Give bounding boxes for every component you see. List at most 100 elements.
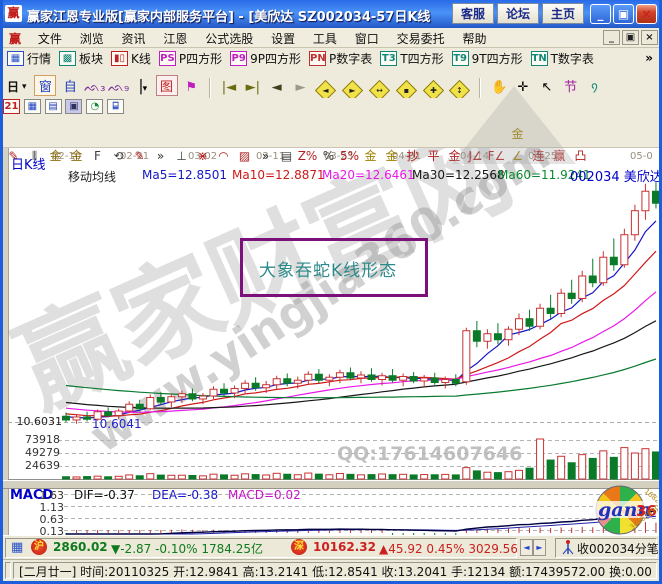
close-button[interactable]: × [636,4,657,24]
candle-style-button[interactable]: ⎥▾ [136,80,148,95]
volume-bar [346,473,355,480]
draw-tool-icon[interactable]: 金∠ [511,127,524,163]
prev-icon[interactable]: ◄ [271,80,282,95]
pane-separator[interactable] [0,480,662,489]
menu-formula[interactable]: 公式选股 [205,32,254,46]
period-select-button[interactable]: 日 ▾ [7,80,27,94]
calculator-icon[interactable]: ▦ [23,99,41,114]
toolbar-item-0[interactable]: ▦ 行情 [4,49,54,68]
draw-tool-icon[interactable]: 连 [532,149,545,163]
draw-tool-icon[interactable]: F [94,149,101,163]
menu-browse[interactable]: 浏览 [79,32,104,46]
draw-tool-icon[interactable]: % [322,149,335,163]
toolbar-item-2[interactable]: ▮▯ K线 [108,49,154,68]
toolbar-item-icon: ▮▯ [111,51,129,66]
save-icon[interactable]: ▣ [65,99,83,114]
wave9-icon[interactable]: ᨒ₉ [107,80,130,95]
draw-tool-icon[interactable]: ✎ [134,149,145,163]
draw-tool-icon[interactable]: Z% [297,149,318,163]
candle [135,403,144,410]
annotation-text: 大象吞蛇K线形态 [259,261,398,281]
left-scrollbar[interactable] [0,148,9,536]
draw-tool-icon[interactable]: F∠ [487,149,506,163]
volume-bar [356,474,365,480]
menu-gann[interactable]: 江恩 [163,32,188,46]
menu-file[interactable]: 文件 [37,32,62,46]
spiral-icon[interactable]: ᠀ [590,80,598,95]
draw-tool-icon[interactable]: 5% [339,149,360,163]
sh-index: 2860.02 [53,540,108,554]
menu-help[interactable]: 帮助 [462,32,487,46]
draw-tool-icon[interactable]: » [156,149,165,163]
candle [630,210,639,236]
toolbar-item-6[interactable]: T3 T四方形 [377,49,446,68]
chart-window-icon[interactable]: 窗 [34,75,57,96]
volume-bar [451,474,460,480]
candle [515,318,524,330]
draw-tool-icon[interactable]: ⊥ [176,149,187,163]
menu-tools[interactable]: 工具 [312,32,337,46]
first-page-icon[interactable]: |◄ [221,80,237,95]
spin-right-button[interactable]: ► [533,539,546,556]
mdi-close-button[interactable]: × [641,30,658,45]
toolbar-item-5[interactable]: PN P数字表 [306,49,375,68]
hand-tool-icon[interactable]: ✋ [491,80,508,95]
info-panel-icon[interactable]: 自 [63,80,77,95]
menu-window[interactable]: 窗口 [354,32,379,46]
maximize-button[interactable]: ▣ [613,4,634,24]
draw-tool-icon[interactable]: J∠ [468,149,483,163]
quote-grid-icon[interactable]: ▦ [11,540,24,555]
last-page-icon[interactable]: ►| [245,80,261,95]
toolbar1-overflow-icon[interactable]: » [645,51,653,65]
zhuye-button[interactable]: 主页 [542,3,584,24]
draw-tool-icon[interactable]: ✎ [8,149,19,163]
festival-icon[interactable]: 节 [564,80,578,95]
calendar-icon[interactable]: 21 [3,99,20,114]
draw-tool-icon[interactable]: ⫴ [31,149,38,163]
toolbar-item-4[interactable]: P9 9P四方形 [227,49,304,68]
draw-tool-icon[interactable]: ⋇ [197,149,208,163]
menu-trade[interactable]: 交易委托 [396,32,445,46]
tick-panel-label[interactable]: 收002034分笔 [577,542,659,556]
toolbar-item-1[interactable]: ▩ 板块 [56,49,106,68]
toolbar-item-7[interactable]: T9 9T四方形 [449,49,526,68]
toolbar-item-3[interactable]: PS P四方形 [156,49,225,68]
draw-tool-icon[interactable]: 金 [49,149,62,163]
wave3-icon[interactable]: ᨒ₃ [84,80,106,95]
annotation-box: 大象吞蛇K线形态 [240,238,428,297]
flag-chart-icon[interactable]: ⚑ [185,80,198,95]
draw-tool-icon[interactable]: ⟲ [113,149,124,163]
draw-tool-icon[interactable]: 抄 [406,149,419,163]
computer-icon[interactable]: ⌸ [107,99,125,114]
candle [283,378,292,384]
draw-tool-icon[interactable]: 金 [70,149,83,163]
toolbar-item-8[interactable]: TN T数字表 [528,49,597,68]
draw-tool-icon[interactable]: ◠ [218,149,229,163]
volume-bar [420,474,429,480]
toolbar-item-label: K线 [131,52,151,66]
mdi-minimize-button[interactable]: _ [603,30,620,45]
menu-news[interactable]: 资讯 [121,32,146,46]
notepad-icon[interactable]: ▤ [44,99,62,114]
draw-tool-icon[interactable]: 金 [364,149,377,163]
pattern-icon[interactable]: 图 [155,75,178,96]
draw-tool-icon[interactable]: ▤ [280,149,293,163]
draw-tool-icon[interactable]: 金 [448,149,461,163]
draw-tool-icon[interactable]: 金 [385,149,398,163]
draw-tool-icon[interactable]: 凸 [574,149,587,163]
minimize-button[interactable]: _ [590,4,611,24]
menu-settings[interactable]: 设置 [271,32,296,46]
draw-tool-icon[interactable]: ▨ [238,149,251,163]
luntan-button[interactable]: 论坛 [497,3,539,24]
crosshair-tool-icon[interactable]: ✛ [517,80,529,95]
draw-tool-icon[interactable]: 平 [427,149,440,163]
spin-left-button[interactable]: ◄ [520,539,533,556]
kefu-button[interactable]: 客服 [452,3,494,24]
draw-tool-icon[interactable]: » [261,149,270,163]
next-icon[interactable]: ► [295,80,306,95]
draw-tool-icon[interactable]: 赢 [553,149,566,163]
globe-icon[interactable]: ◔ [86,99,104,114]
mdi-restore-button[interactable]: ▣ [622,30,639,45]
pointer-tool-icon[interactable]: ↖ [541,80,553,95]
toolbar-item-label: 板块 [79,52,104,66]
